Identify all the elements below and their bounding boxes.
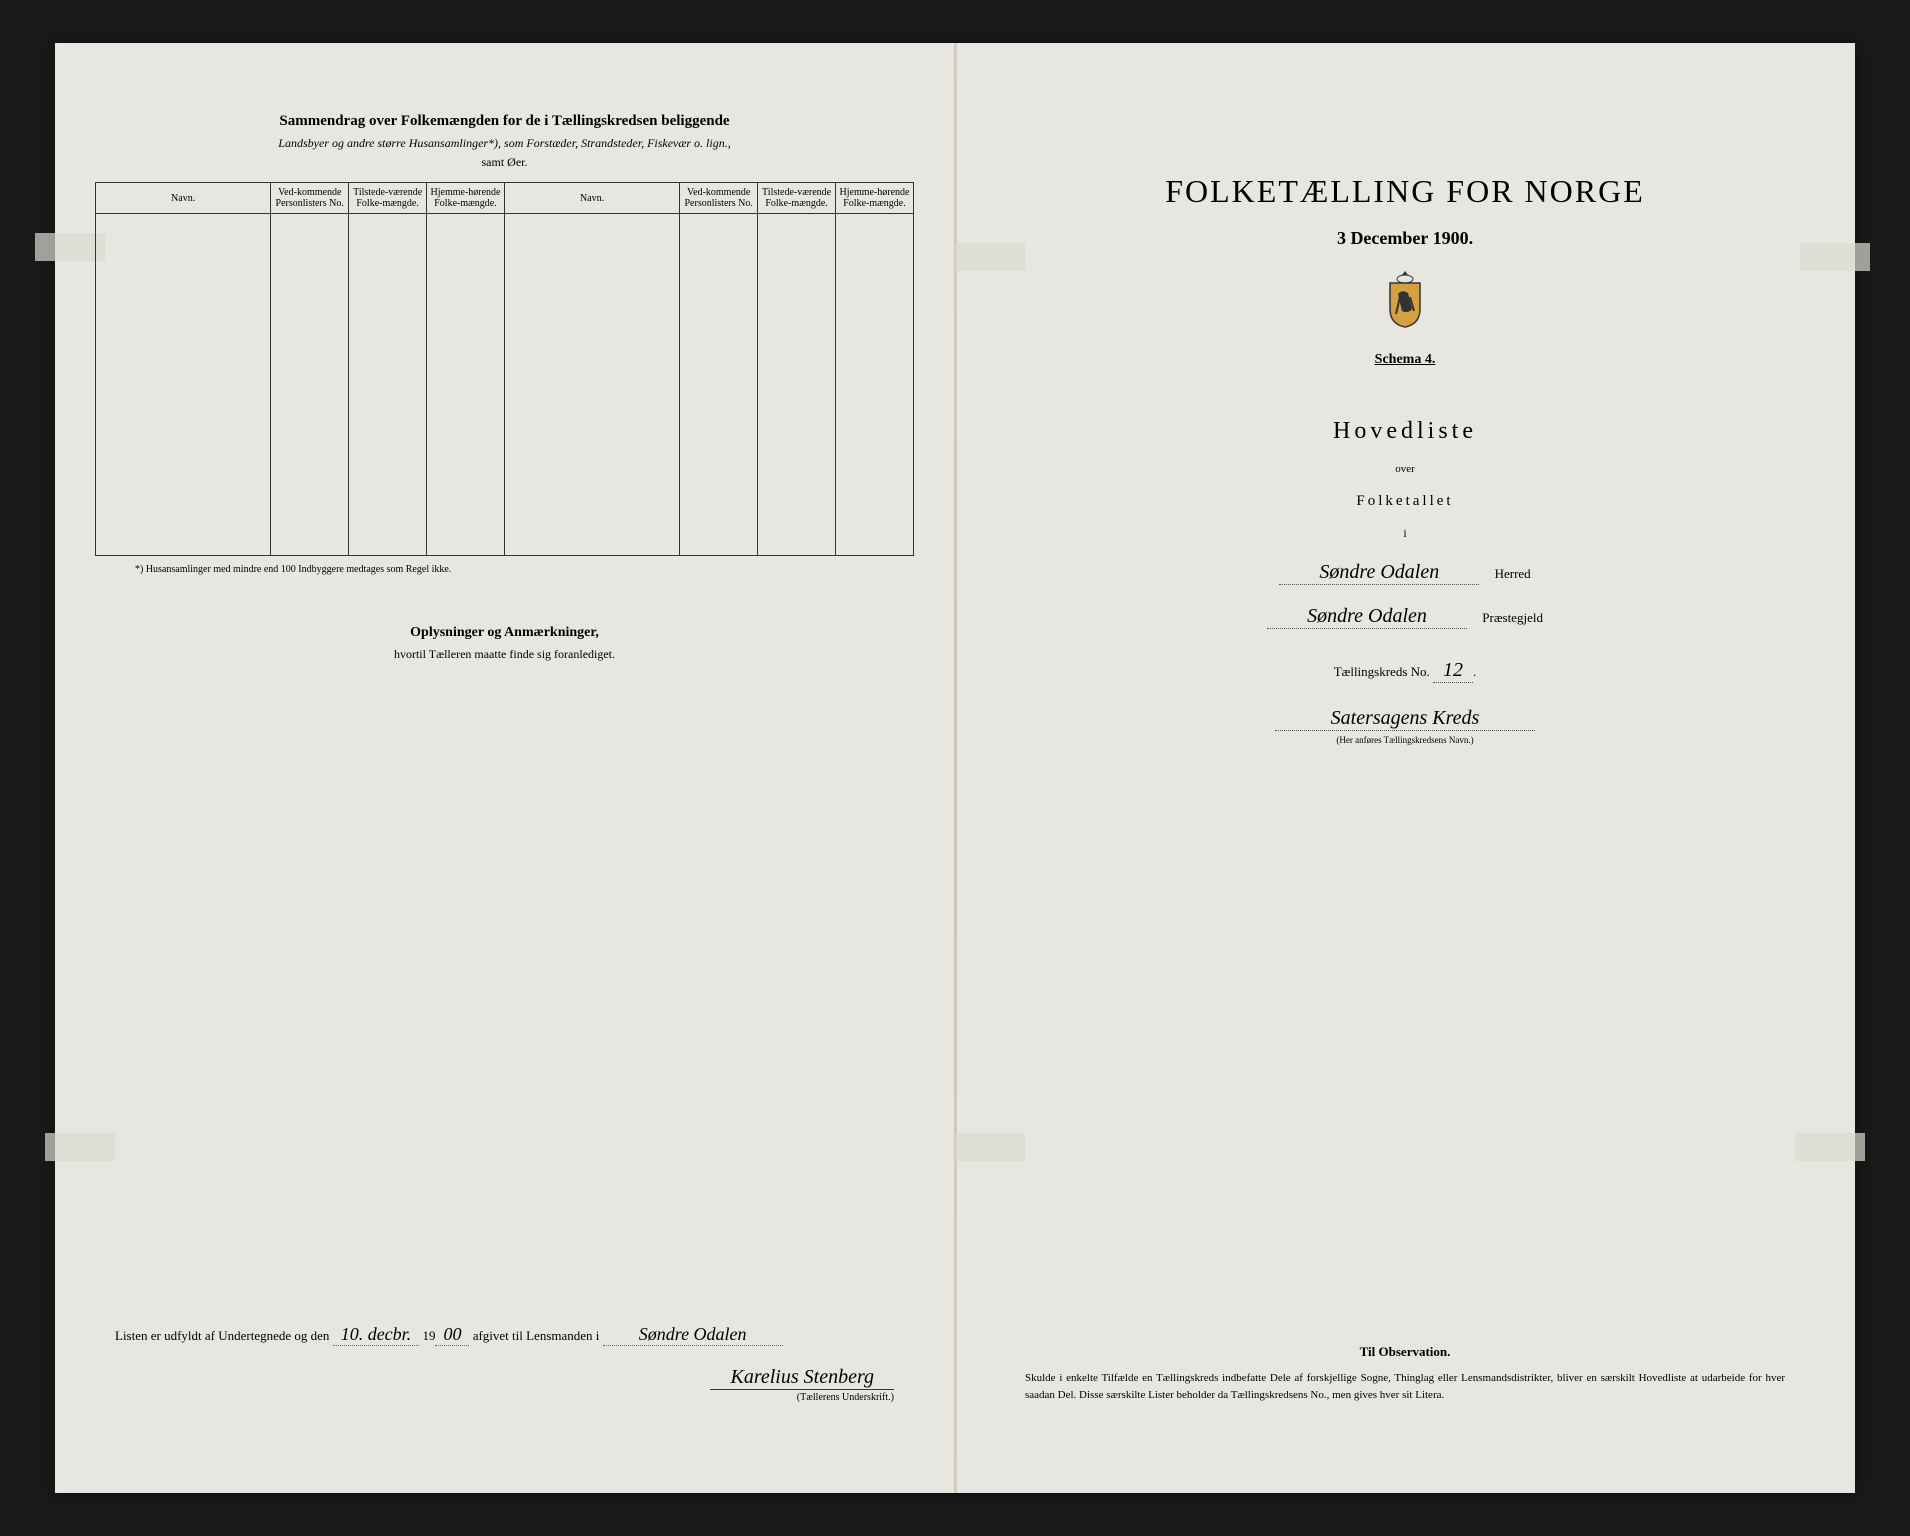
praestegjeld-row: Søndre Odalen Præstegjeld <box>995 605 1815 629</box>
table-footnote: *) Husansamlinger med mindre end 100 Ind… <box>135 564 914 575</box>
table-row <box>96 252 914 290</box>
kreds-sublabel: (Her anføres Tællingskredsens Navn.) <box>995 735 1815 745</box>
kreds-name-value: Satersagens Kreds <box>1275 707 1535 731</box>
col-vedkommende2: Ved-kommende Personlisters No. <box>680 183 758 214</box>
col-navn: Navn. <box>96 183 271 214</box>
kreds-no-row: Tællingskreds No. 12. <box>995 659 1815 683</box>
table-row <box>96 404 914 442</box>
table-row <box>96 290 914 328</box>
coat-of-arms-icon <box>995 269 1815 334</box>
signature-label: (Tællerens Underskrift.) <box>115 1392 894 1403</box>
kreds-no: 12 <box>1433 659 1473 683</box>
observation-text: Skulde i enkelte Tilfælde en Tællingskre… <box>1025 1370 1785 1403</box>
summary-table: Navn. Ved-kommende Personlisters No. Til… <box>95 182 914 556</box>
left-page: Sammendrag over Folkemængden for de i Tæ… <box>55 43 955 1493</box>
i-label: i <box>995 526 1815 541</box>
signature: Karelius Stenberg <box>710 1366 894 1390</box>
col-vedkommende: Ved-kommende Personlisters No. <box>271 183 349 214</box>
summary-title: Sammendrag over Folkemængden for de i Tæ… <box>95 113 914 130</box>
kreds-name-row: Satersagens Kreds <box>995 707 1815 731</box>
remarks-title: Oplysninger og Anmærkninger, <box>95 625 914 641</box>
footer-mid: afgivet til Lensmanden i <box>473 1328 600 1343</box>
remarks-subtitle: hvortil Tælleren maatte finde sig foranl… <box>95 647 914 662</box>
col-tilstede2: Tilstede-værende Folke-mængde. <box>758 183 836 214</box>
herred-label: Herred <box>1495 566 1531 582</box>
summary-subtitle: Landsbyer og andre større Husansamlinger… <box>95 136 914 151</box>
herred-row: Søndre Odalen Herred <box>995 561 1815 585</box>
census-document: Sammendrag over Folkemængden for de i Tæ… <box>55 43 1855 1493</box>
table-row <box>96 328 914 366</box>
col-hjemme2: Hjemme-hørende Folke-mængde. <box>836 183 914 214</box>
table-row <box>96 214 914 252</box>
observation-title: Til Observation. <box>1025 1344 1785 1360</box>
footer-day: 10. decbr. <box>333 1324 420 1346</box>
praestegjeld-value: Søndre Odalen <box>1267 605 1467 629</box>
schema-label: Schema 4. <box>995 352 1815 368</box>
table-row <box>96 480 914 518</box>
hovedliste-title: Hovedliste <box>995 418 1815 445</box>
col-navn2: Navn. <box>504 183 679 214</box>
over-label: over <box>995 463 1815 475</box>
table-row <box>96 366 914 404</box>
table-row <box>96 442 914 480</box>
observation-block: Til Observation. Skulde i enkelte Tilfæl… <box>1025 1344 1785 1403</box>
kreds-prefix: Tællingskreds No. <box>1334 664 1430 679</box>
table-row <box>96 518 914 556</box>
col-tilstede: Tilstede-værende Folke-mængde. <box>349 183 427 214</box>
right-page: FOLKETÆLLING FOR NORGE 3 December 1900. … <box>955 43 1855 1493</box>
footer-prefix: Listen er udfyldt af Undertegnede og den <box>115 1328 329 1343</box>
footer-attestation: Listen er udfyldt af Undertegnede og den… <box>115 1324 894 1403</box>
footer-year: 00 <box>435 1324 469 1346</box>
census-date: 3 December 1900. <box>995 228 1815 249</box>
folketallet-label: Folketallet <box>995 493 1815 510</box>
summary-subtitle2: samt Øer. <box>95 155 914 170</box>
col-hjemme: Hjemme-hørende Folke-mængde. <box>427 183 505 214</box>
herred-value: Søndre Odalen <box>1279 561 1479 585</box>
praestegjeld-label: Præstegjeld <box>1482 610 1543 626</box>
footer-year-prefix: 19 <box>422 1328 435 1343</box>
main-title: FOLKETÆLLING FOR NORGE <box>995 173 1815 210</box>
footer-place: Søndre Odalen <box>603 1324 783 1346</box>
